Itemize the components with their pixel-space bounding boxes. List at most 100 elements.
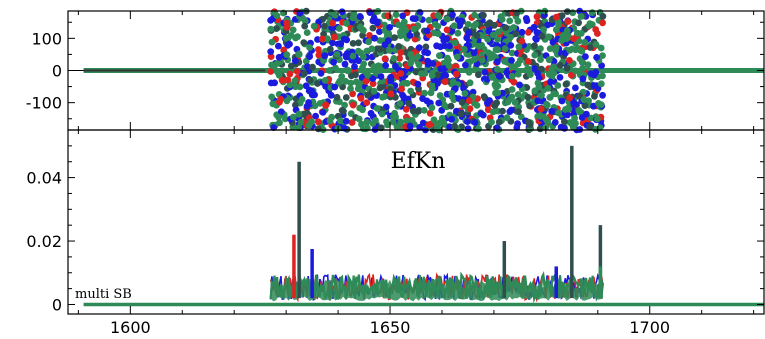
scatter-point	[421, 89, 428, 97]
scatter-point	[343, 50, 351, 57]
scatter-point	[365, 38, 372, 46]
scatter-point	[558, 37, 566, 44]
scatter-point	[355, 57, 362, 65]
scatter-point	[464, 125, 472, 133]
scatter-point	[267, 53, 275, 60]
scatter-point	[383, 118, 390, 126]
scatter-point	[492, 89, 499, 97]
scatter-point	[502, 24, 509, 31]
scatter-point	[457, 110, 465, 118]
scatter-point	[456, 22, 464, 29]
scatter-point	[373, 105, 381, 112]
scatter-point	[537, 105, 545, 113]
scatter-point	[473, 102, 481, 109]
scatter-point	[315, 46, 322, 53]
scatter-point	[429, 85, 436, 92]
scatter-point	[318, 35, 326, 43]
scatter-point	[504, 98, 512, 106]
scatter-point	[599, 12, 607, 20]
scatter-point	[578, 114, 586, 121]
scatter-point	[397, 32, 404, 40]
scatter-point	[396, 54, 403, 62]
scatter-point	[399, 12, 407, 20]
bottom-ytick-label: 0	[52, 295, 62, 314]
scatter-point	[343, 19, 350, 27]
scatter-point	[412, 68, 420, 76]
scatter-point	[355, 39, 362, 47]
scatter-point	[322, 101, 329, 109]
scatter-point	[566, 46, 574, 54]
scatter-point	[326, 45, 334, 53]
scatter-point	[363, 99, 371, 106]
scatter-point	[336, 117, 344, 125]
scatter-point	[566, 94, 573, 102]
chart-title: EfKn	[391, 149, 446, 174]
scatter-point	[338, 73, 346, 80]
scatter-point	[357, 95, 365, 102]
scatter-point	[376, 84, 384, 92]
scatter-point	[480, 11, 487, 19]
scatter-point	[516, 81, 523, 89]
scatter-point	[547, 78, 554, 86]
scatter-point	[493, 99, 501, 107]
scatter-point	[317, 70, 325, 77]
scatter-point	[347, 85, 354, 92]
scatter-point	[389, 118, 397, 126]
scatter-point	[284, 76, 292, 84]
scatter-point	[494, 35, 501, 43]
scatter-point	[566, 57, 573, 64]
scatter-point	[349, 52, 357, 60]
scatter-point	[448, 115, 455, 123]
scatter-point	[561, 118, 568, 125]
scatter-point	[465, 29, 473, 36]
scatter-point	[493, 65, 501, 73]
scatter-point	[386, 24, 394, 31]
scatter-point	[514, 91, 522, 98]
scatter-point	[397, 49, 405, 56]
scatter-point	[303, 103, 311, 110]
scatter-point	[294, 33, 301, 41]
scatter-point	[283, 19, 291, 27]
scatter-point	[579, 64, 586, 72]
scatter-point	[510, 78, 518, 86]
scatter-point	[591, 93, 598, 100]
scatter-point	[552, 13, 560, 21]
scatter-point	[473, 32, 481, 39]
scatter-point	[546, 45, 554, 52]
scatter-point	[449, 78, 457, 86]
scatter-point	[306, 77, 314, 84]
scatter-point	[273, 12, 281, 19]
scatter-point	[486, 54, 494, 62]
scatter-point	[342, 94, 350, 101]
scatter-point	[592, 125, 599, 133]
scatter-point	[369, 17, 377, 25]
scatter-point	[267, 79, 275, 87]
scatter-point	[555, 109, 562, 117]
scatter-point	[430, 116, 438, 124]
scatter-point	[531, 51, 539, 59]
scatter-point	[570, 35, 577, 42]
scatter-point	[385, 37, 392, 45]
scatter-point	[270, 62, 278, 70]
scatter-point	[342, 117, 350, 125]
scatter-point	[387, 90, 395, 98]
scatter-point	[273, 25, 280, 32]
scatter-point	[441, 42, 448, 50]
scatter-point	[437, 65, 445, 73]
scatter-point	[438, 106, 446, 114]
scatter-point	[572, 67, 579, 75]
scatter-point	[599, 72, 606, 80]
scatter-point	[458, 98, 466, 106]
scatter-point	[326, 117, 334, 125]
scatter-point	[326, 67, 333, 74]
scatter-point	[338, 8, 346, 16]
scatter-point	[453, 70, 460, 78]
scatter-point	[410, 25, 418, 33]
scatter-point	[370, 63, 378, 71]
scatter-point	[407, 87, 415, 95]
scatter-point	[530, 65, 538, 72]
scatter-point	[447, 102, 455, 110]
scatter-point	[534, 97, 542, 105]
scatter-point	[493, 124, 501, 132]
scatter-point	[319, 109, 327, 116]
